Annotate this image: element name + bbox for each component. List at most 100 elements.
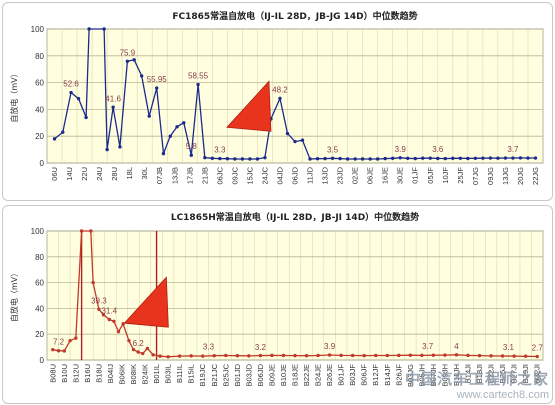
- data-label: 75.9: [120, 48, 136, 57]
- x-tick-label: B03JD: [244, 363, 253, 386]
- data-point: [466, 156, 470, 161]
- data-label: 31.4: [101, 306, 117, 315]
- data-point: [235, 354, 240, 358]
- x-tick-label: 13JD: [321, 166, 330, 184]
- data-point: [69, 90, 73, 95]
- data-point: [116, 329, 121, 334]
- x-tick-label: B16U: [83, 364, 92, 383]
- data-point: [533, 156, 538, 160]
- data-point: [224, 353, 228, 358]
- data-point: [477, 353, 482, 358]
- x-tick-label: B10U: [60, 364, 69, 383]
- x-tick-label: B03IL: [164, 364, 173, 384]
- x-tick-label: B15IL: [187, 364, 196, 384]
- data-point: [431, 353, 436, 357]
- data-point: [127, 338, 131, 343]
- x-tick-label: B26JE: [325, 364, 334, 386]
- chart-panel-fc1865: FC1865常温自放电（IJ-IL 28D，JB-JG 14D）中位数趋势 0 20…: [2, 2, 553, 201]
- data-label: 3.3: [203, 343, 215, 352]
- data-point: [158, 354, 162, 358]
- x-tick-label: 30JE: [396, 167, 405, 184]
- x-tick-label: 22JG: [531, 167, 540, 185]
- data-point: [240, 157, 245, 161]
- data-point: [421, 156, 425, 160]
- y-axis-label: 自放电（mV）: [9, 69, 19, 122]
- data-label: 3.5: [327, 145, 339, 154]
- data-point: [225, 157, 230, 161]
- x-tick-label: 13JB: [170, 167, 179, 184]
- annotation-arrow: [226, 80, 272, 132]
- x-tick-label: B03JG: [406, 364, 415, 387]
- data-point: [107, 317, 111, 322]
- x-tick-label: 22U: [80, 167, 89, 181]
- data-point: [189, 153, 193, 157]
- y-tick-label: 20: [35, 330, 44, 339]
- x-tick-label: 06U: [50, 167, 59, 181]
- x-tick-label: 06JE: [366, 167, 375, 184]
- x-tick-label: 25JF: [456, 167, 465, 184]
- x-tick-label: B06JD: [256, 363, 265, 386]
- x-tick-label: 30L: [140, 167, 149, 180]
- data-point: [454, 353, 459, 357]
- data-point: [489, 354, 493, 358]
- y-tick-label: 20: [35, 132, 44, 141]
- x-tick-label: B11IL: [175, 364, 184, 383]
- data-point: [233, 157, 237, 161]
- x-tick-label: B22JI: [487, 364, 496, 383]
- y-tick-label: 60: [35, 79, 44, 88]
- x-tick-label: B01IL: [152, 364, 161, 384]
- data-point: [89, 229, 93, 233]
- x-tick-label: 06JD: [291, 166, 300, 184]
- data-point: [375, 157, 380, 161]
- y-tick-label: 100: [31, 25, 45, 34]
- data-label: 39.3: [91, 296, 107, 305]
- data-point: [79, 229, 84, 233]
- chart-panel-lc1865h: LC1865H常温自放电（IJ-IL 28D，JB-JI 14D）中位数趋势 0 2…: [2, 205, 553, 404]
- chart-title: LC1865H常温自放电（IJ-IL 28D，JB-JI 14D）中位数趋势: [171, 211, 419, 223]
- data-point: [500, 354, 505, 358]
- data-point: [339, 353, 343, 358]
- data-point: [443, 156, 448, 161]
- data-point: [488, 156, 493, 160]
- x-tick-label: 11JD: [306, 166, 315, 184]
- data-point: [258, 353, 263, 358]
- chart-title: FC1865常温自放电（IJ-IL 28D，JB-JG 14D）中位数趋势: [172, 10, 417, 22]
- data-point: [166, 355, 170, 359]
- data-point: [210, 156, 215, 161]
- data-point: [212, 354, 216, 358]
- y-tick-label: 0: [40, 356, 45, 365]
- data-point: [330, 156, 335, 161]
- x-tick-label: 15JC: [245, 166, 254, 184]
- data-point: [278, 96, 282, 101]
- x-tick-label: B11JH: [452, 364, 461, 386]
- data-point: [293, 353, 297, 358]
- x-tick-label: 13JG: [501, 167, 510, 185]
- x-tick-label: B19JC: [198, 363, 207, 386]
- data-point: [353, 157, 357, 161]
- lc1865h-chart: LC1865H常温自放电（IJ-IL 28D，JB-JI 14D）中位数趋势 0 2…: [9, 211, 544, 387]
- data-point: [91, 280, 95, 285]
- x-tick-label: 24JC: [260, 166, 269, 184]
- x-tick-label: B18JE: [291, 364, 300, 386]
- data-point: [218, 156, 222, 161]
- data-point: [76, 96, 81, 101]
- data-point: [413, 156, 417, 161]
- x-tick-label: 01JF: [411, 167, 420, 184]
- data-label: 48.2: [272, 85, 288, 94]
- data-point: [481, 156, 485, 160]
- data-label: 3.7: [507, 145, 519, 154]
- data-point: [263, 155, 267, 160]
- data-point: [147, 114, 151, 118]
- x-tick-label: B09JH: [440, 364, 449, 387]
- data-point: [350, 353, 355, 358]
- data-point: [511, 156, 515, 160]
- y-tick-label: 0: [40, 159, 45, 168]
- x-tick-label: B04IJ: [106, 364, 115, 383]
- x-tick-label: B01JF: [337, 364, 346, 386]
- data-point: [304, 354, 309, 358]
- x-tick-label: 18L: [125, 167, 134, 180]
- data-point: [125, 59, 130, 63]
- data-point: [512, 354, 516, 358]
- x-tick-label: B05JH: [417, 364, 426, 387]
- data-point: [61, 130, 65, 134]
